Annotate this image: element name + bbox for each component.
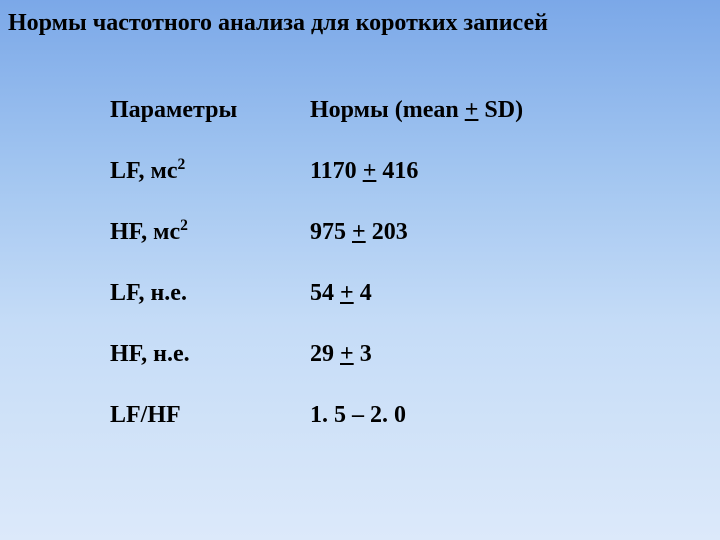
param-prefix: LF/HF	[110, 402, 181, 428]
norms-table: Параметры Нормы (mean + SD) LF, мс2 1170…	[110, 97, 610, 463]
table-row: HF, мс2 975 + 203	[110, 219, 610, 280]
param-prefix: HF, мс	[110, 219, 180, 245]
header-value-prefix: Нормы (mean	[310, 97, 465, 123]
table-body: LF, мс2 1170 + 416 HF, мс2 975 + 203 LF,…	[110, 158, 610, 463]
value-prefix: 29	[310, 341, 340, 367]
value-pm: +	[363, 158, 377, 184]
value-suffix: 4	[354, 280, 372, 306]
cell-value: 54 + 4	[310, 280, 610, 341]
cell-value: 29 + 3	[310, 341, 610, 402]
header-value-pm: +	[465, 97, 479, 123]
value-prefix: 1170	[310, 158, 363, 184]
header-param: Параметры	[110, 97, 310, 158]
table-row: LF, мс2 1170 + 416	[110, 158, 610, 219]
value-pm: +	[352, 219, 366, 245]
value-prefix: 1. 5 – 2. 0	[310, 402, 406, 428]
param-prefix: LF, н.е.	[110, 280, 187, 306]
cell-param: HF, мс2	[110, 219, 310, 280]
value-prefix: 54	[310, 280, 340, 306]
cell-param: HF, н.е.	[110, 341, 310, 402]
table-container: Параметры Нормы (mean + SD) LF, мс2 1170…	[110, 97, 720, 463]
cell-param: LF/HF	[110, 402, 310, 463]
value-suffix: 416	[376, 158, 418, 184]
param-sup: 2	[180, 217, 188, 234]
table-row: LF/HF 1. 5 – 2. 0	[110, 402, 610, 463]
table-row: HF, н.е. 29 + 3	[110, 341, 610, 402]
param-prefix: HF, н.е.	[110, 341, 190, 367]
header-value-suffix: SD)	[478, 97, 523, 123]
param-sup: 2	[177, 156, 185, 173]
cell-value: 975 + 203	[310, 219, 610, 280]
cell-value: 1. 5 – 2. 0	[310, 402, 610, 463]
cell-value: 1170 + 416	[310, 158, 610, 219]
value-suffix: 3	[354, 341, 372, 367]
value-prefix: 975	[310, 219, 352, 245]
page-title: Нормы частотного анализа для коротких за…	[0, 0, 720, 37]
param-prefix: LF, мс	[110, 158, 177, 184]
value-suffix: 203	[366, 219, 408, 245]
value-pm: +	[340, 341, 354, 367]
table-header-row: Параметры Нормы (mean + SD)	[110, 97, 610, 158]
value-pm: +	[340, 280, 354, 306]
cell-param: LF, мс2	[110, 158, 310, 219]
table-row: LF, н.е. 54 + 4	[110, 280, 610, 341]
header-value: Нормы (mean + SD)	[310, 97, 610, 158]
cell-param: LF, н.е.	[110, 280, 310, 341]
